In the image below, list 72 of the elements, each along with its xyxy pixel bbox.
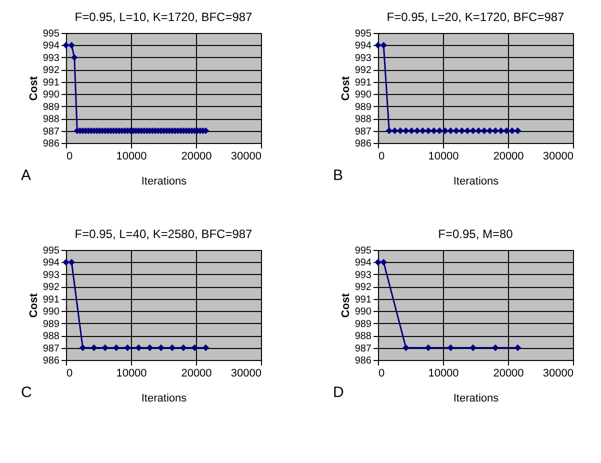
y-tick-label: 987: [42, 343, 60, 354]
y-tick-label: 989: [354, 102, 372, 113]
y-tick-label: 995: [354, 246, 372, 256]
y-tick-label: 987: [42, 126, 60, 138]
x-tick-label: 20000: [493, 368, 524, 380]
x-tick-label: 0: [378, 150, 385, 162]
y-tick-label: 995: [354, 28, 372, 40]
y-tick-label: 988: [42, 331, 60, 342]
y-tick-label: 987: [354, 343, 372, 354]
y-tick-label: 989: [354, 318, 372, 330]
x-tick-label: 30000: [230, 150, 262, 162]
x-tick-label: 0: [66, 368, 73, 380]
text: C: [21, 384, 32, 401]
y-tick-label: 986: [354, 356, 372, 366]
x-tick-label: 30000: [230, 368, 262, 380]
y-tick-label: 989: [42, 102, 60, 113]
y-tick-label: 992: [42, 282, 60, 294]
x-tick-label: 20000: [493, 150, 524, 162]
x-axis-title: Iterations: [141, 176, 188, 188]
x-tick-label: 20000: [181, 150, 212, 162]
y-tick-label: 995: [42, 28, 60, 40]
chart-title: F=0.95, L=10, K=1720, BFC=987: [74, 10, 253, 24]
y-tick-label: 990: [42, 90, 60, 101]
y-axis-title: Cost: [340, 76, 352, 101]
x-tick-label: 10000: [428, 150, 459, 162]
x-tick-label: 10000: [428, 368, 459, 380]
y-tick-label: 989: [42, 318, 60, 330]
y-tick-label: 991: [354, 77, 372, 88]
x-axis-title: Iterations: [141, 392, 188, 404]
x-tick-label: 0: [378, 368, 385, 380]
y-tick-label: 991: [354, 294, 372, 306]
x-tick-label: 10000: [116, 150, 147, 162]
y-tick-label: 992: [354, 65, 372, 76]
text: D: [333, 384, 344, 401]
y-tick-label: 994: [354, 40, 372, 52]
y-tick-label: 993: [42, 270, 60, 281]
x-axis-title: Iterations: [453, 392, 500, 404]
y-axis-title: Cost: [340, 292, 352, 318]
y-tick-label: 990: [42, 306, 60, 318]
chart-title: F=0.95, M=80: [438, 227, 514, 241]
x-tick-label: 30000: [542, 150, 574, 162]
y-tick-label: 990: [354, 306, 372, 318]
y-tick-label: 994: [42, 40, 60, 52]
y-tick-label: 986: [42, 356, 60, 366]
y-tick-label: 993: [354, 270, 372, 281]
chart-title: F=0.95, L=40, K=2580, BFC=987: [74, 227, 253, 241]
y-axis-title: Cost: [28, 76, 40, 101]
x-axis-title: Iterations: [453, 176, 500, 188]
y-tick-label: 988: [42, 114, 60, 126]
y-tick-label: 991: [42, 294, 60, 306]
y-tick-label: 992: [354, 282, 372, 294]
y-tick-label: 988: [354, 331, 372, 342]
y-tick-label: 995: [42, 246, 60, 256]
text: A: [21, 167, 32, 184]
y-tick-label: 994: [42, 258, 60, 269]
y-tick-label: 986: [42, 138, 60, 150]
y-tick-label: 993: [42, 52, 60, 64]
y-axis-title: Cost: [28, 292, 40, 318]
x-tick-label: 20000: [181, 368, 212, 380]
chart-title: F=0.95, L=20, K=1720, BFC=987: [386, 10, 565, 24]
y-tick-label: 991: [42, 77, 60, 88]
y-tick-label: 993: [354, 52, 372, 64]
y-tick-label: 992: [42, 65, 60, 76]
y-tick-label: 986: [354, 138, 372, 150]
y-tick-label: 988: [354, 114, 372, 126]
y-tick-label: 994: [354, 258, 372, 269]
x-tick-label: 0: [66, 150, 73, 162]
y-tick-label: 987: [354, 126, 372, 138]
x-tick-label: 10000: [116, 368, 147, 380]
x-tick-label: 30000: [542, 368, 574, 380]
text: B: [333, 167, 344, 184]
y-tick-label: 990: [354, 90, 372, 101]
